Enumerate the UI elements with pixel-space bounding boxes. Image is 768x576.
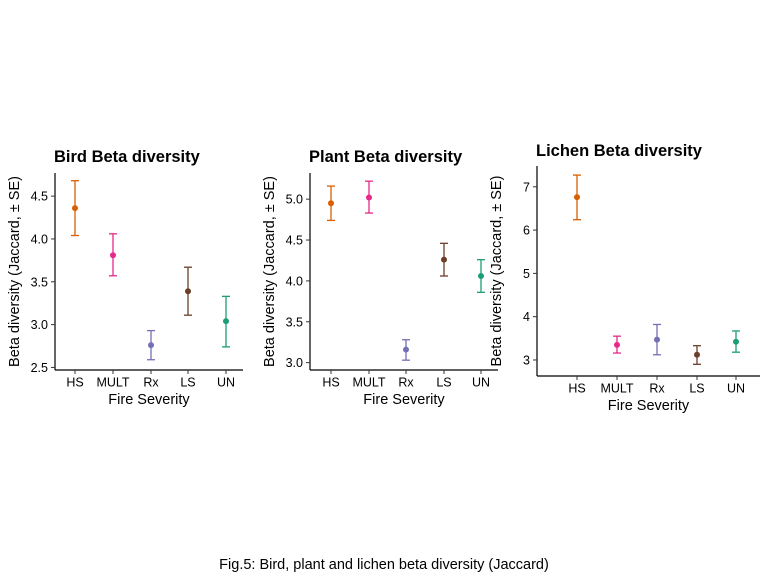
bird-x-tick-label: UN: [217, 376, 235, 390]
plant-point-hs: [328, 200, 334, 207]
bird-point-hs: [72, 205, 78, 212]
lichen-chart-title: Lichen Beta diversity: [536, 142, 703, 160]
lichen-x-tick-label: Rx: [649, 382, 665, 396]
plant-y-tick-label: 4.0: [286, 274, 303, 288]
bird-chart-title: Bird Beta diversity: [54, 148, 201, 166]
plant-y-tick-label: 3.5: [286, 315, 303, 329]
lichen-y-tick-label: 7: [523, 180, 530, 194]
plant-x-axis-title: Fire Severity: [363, 392, 445, 408]
plant-point-un: [478, 272, 484, 279]
lichen-x-tick-label: LS: [689, 382, 704, 396]
bird-y-axis-title: Beta diversity (Jaccard, ± SE): [7, 176, 23, 367]
lichen-y-axis-title: Beta diversity (Jaccard, ± SE): [489, 176, 505, 367]
lichen-x-axis-title: Fire Severity: [608, 398, 690, 414]
bird-y-tick-label: 4.0: [31, 232, 48, 246]
lichen-y-tick-label: 6: [523, 224, 530, 238]
plant-x-tick-label: LS: [436, 376, 451, 390]
plant-y-axis-title: Beta diversity (Jaccard, ± SE): [262, 176, 278, 367]
bird-x-tick-label: LS: [180, 376, 195, 390]
lichen-point-ls: [694, 351, 700, 358]
bird-y-tick-label: 2.5: [31, 361, 48, 375]
plant-x-tick-label: MULT: [352, 376, 385, 390]
lichen-point-hs: [574, 194, 580, 201]
lichen-point-un: [733, 338, 739, 345]
plant-point-rx: [403, 346, 409, 353]
bird-point-ls: [185, 288, 191, 295]
plant-y-tick-label: 5.0: [286, 193, 303, 207]
figure-caption: Fig.5: Bird, plant and lichen beta diver…: [219, 557, 549, 573]
bird-x-axis-title: Fire Severity: [108, 392, 190, 408]
lichen-x-tick-label: MULT: [600, 382, 633, 396]
bird-point-rx: [148, 342, 154, 349]
lichen-y-tick-label: 4: [523, 310, 530, 324]
plant-y-tick-label: 4.5: [286, 234, 303, 248]
bird-x-tick-label: MULT: [96, 376, 129, 390]
lichen-x-tick-label: HS: [568, 382, 585, 396]
lichen-point-rx: [654, 336, 660, 343]
bird-y-tick-label: 4.5: [31, 190, 48, 204]
lichen-y-tick-label: 5: [523, 267, 530, 281]
bird-point-un: [223, 318, 229, 325]
plant-x-tick-label: UN: [472, 376, 490, 390]
plant-y-tick-label: 3.0: [286, 356, 303, 370]
lichen-y-tick-label: 3: [523, 353, 530, 367]
plant-point-mult: [366, 194, 372, 201]
bird-x-tick-label: Rx: [143, 376, 159, 390]
bird-y-tick-label: 3.0: [31, 318, 48, 332]
plant-x-tick-label: HS: [322, 376, 339, 390]
bird-point-mult: [110, 252, 116, 259]
bird-y-tick-label: 3.5: [31, 275, 48, 289]
lichen-x-tick-label: UN: [727, 382, 745, 396]
plant-point-ls: [441, 256, 447, 263]
lichen-point-mult: [614, 341, 620, 348]
plant-x-tick-label: Rx: [398, 376, 414, 390]
plant-chart-title: Plant Beta diversity: [309, 148, 463, 166]
bird-x-tick-label: HS: [66, 376, 83, 390]
